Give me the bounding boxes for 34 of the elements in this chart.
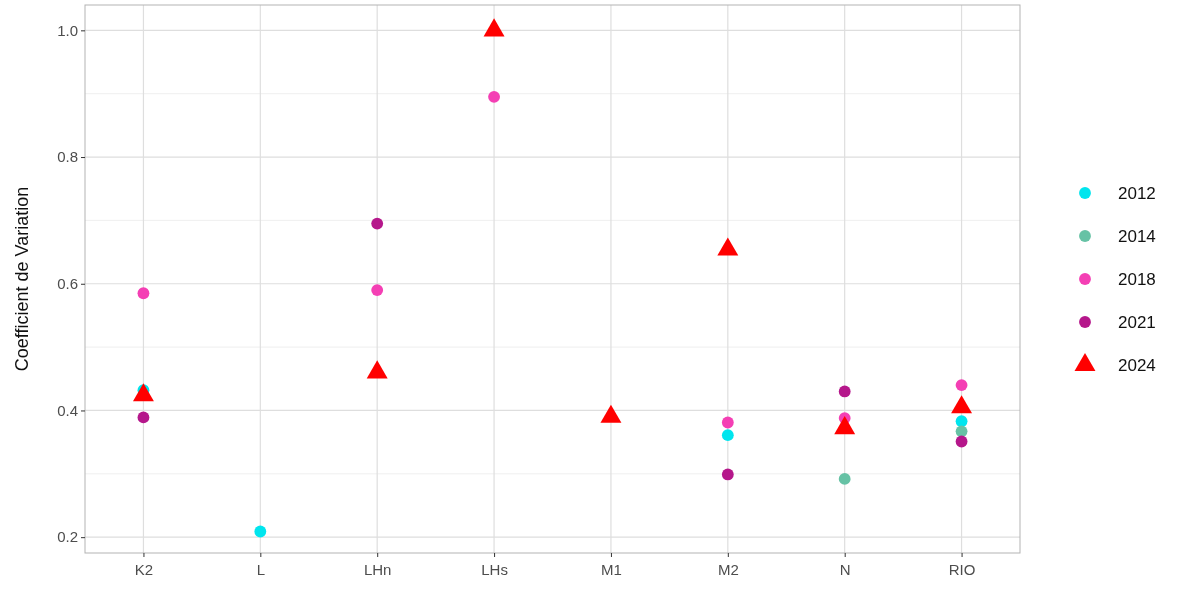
point (955, 415, 968, 428)
point (838, 385, 851, 398)
y-tick-label: 1.0 (57, 21, 78, 39)
legend-label: 2012 (1118, 184, 1156, 203)
point (721, 468, 734, 481)
legend-label: 2014 (1118, 227, 1156, 246)
point (721, 429, 734, 442)
point (371, 217, 384, 230)
point (137, 411, 150, 424)
point (838, 472, 851, 485)
legend-label: 2024 (1118, 356, 1156, 375)
legend-label: 2018 (1118, 270, 1156, 289)
x-tick-label: N (839, 561, 851, 578)
x-tick-label: LHs (481, 561, 508, 578)
x-tick-label: RIO (948, 561, 976, 578)
x-tick-label: L (256, 561, 265, 578)
point (254, 525, 267, 538)
x-tick-label: K2 (134, 561, 154, 578)
x-tick-label: M1 (601, 561, 622, 578)
point (955, 379, 968, 392)
y-tick-label: 0.6 (57, 275, 78, 293)
point (721, 416, 734, 429)
x-tick-label: LHn (363, 561, 392, 578)
y-tick-label: 0.8 (57, 148, 78, 166)
point (488, 90, 500, 103)
point (137, 287, 150, 300)
y-tick-label: 0.2 (57, 528, 78, 546)
point (955, 435, 968, 448)
y-tick-label: 0.4 (57, 401, 78, 419)
point (371, 284, 384, 296)
legend-label: 2021 (1118, 313, 1156, 332)
x-tick-label: M2 (717, 561, 739, 578)
y-axis-title: Coefficient de Variation (12, 186, 32, 372)
point (955, 425, 968, 438)
